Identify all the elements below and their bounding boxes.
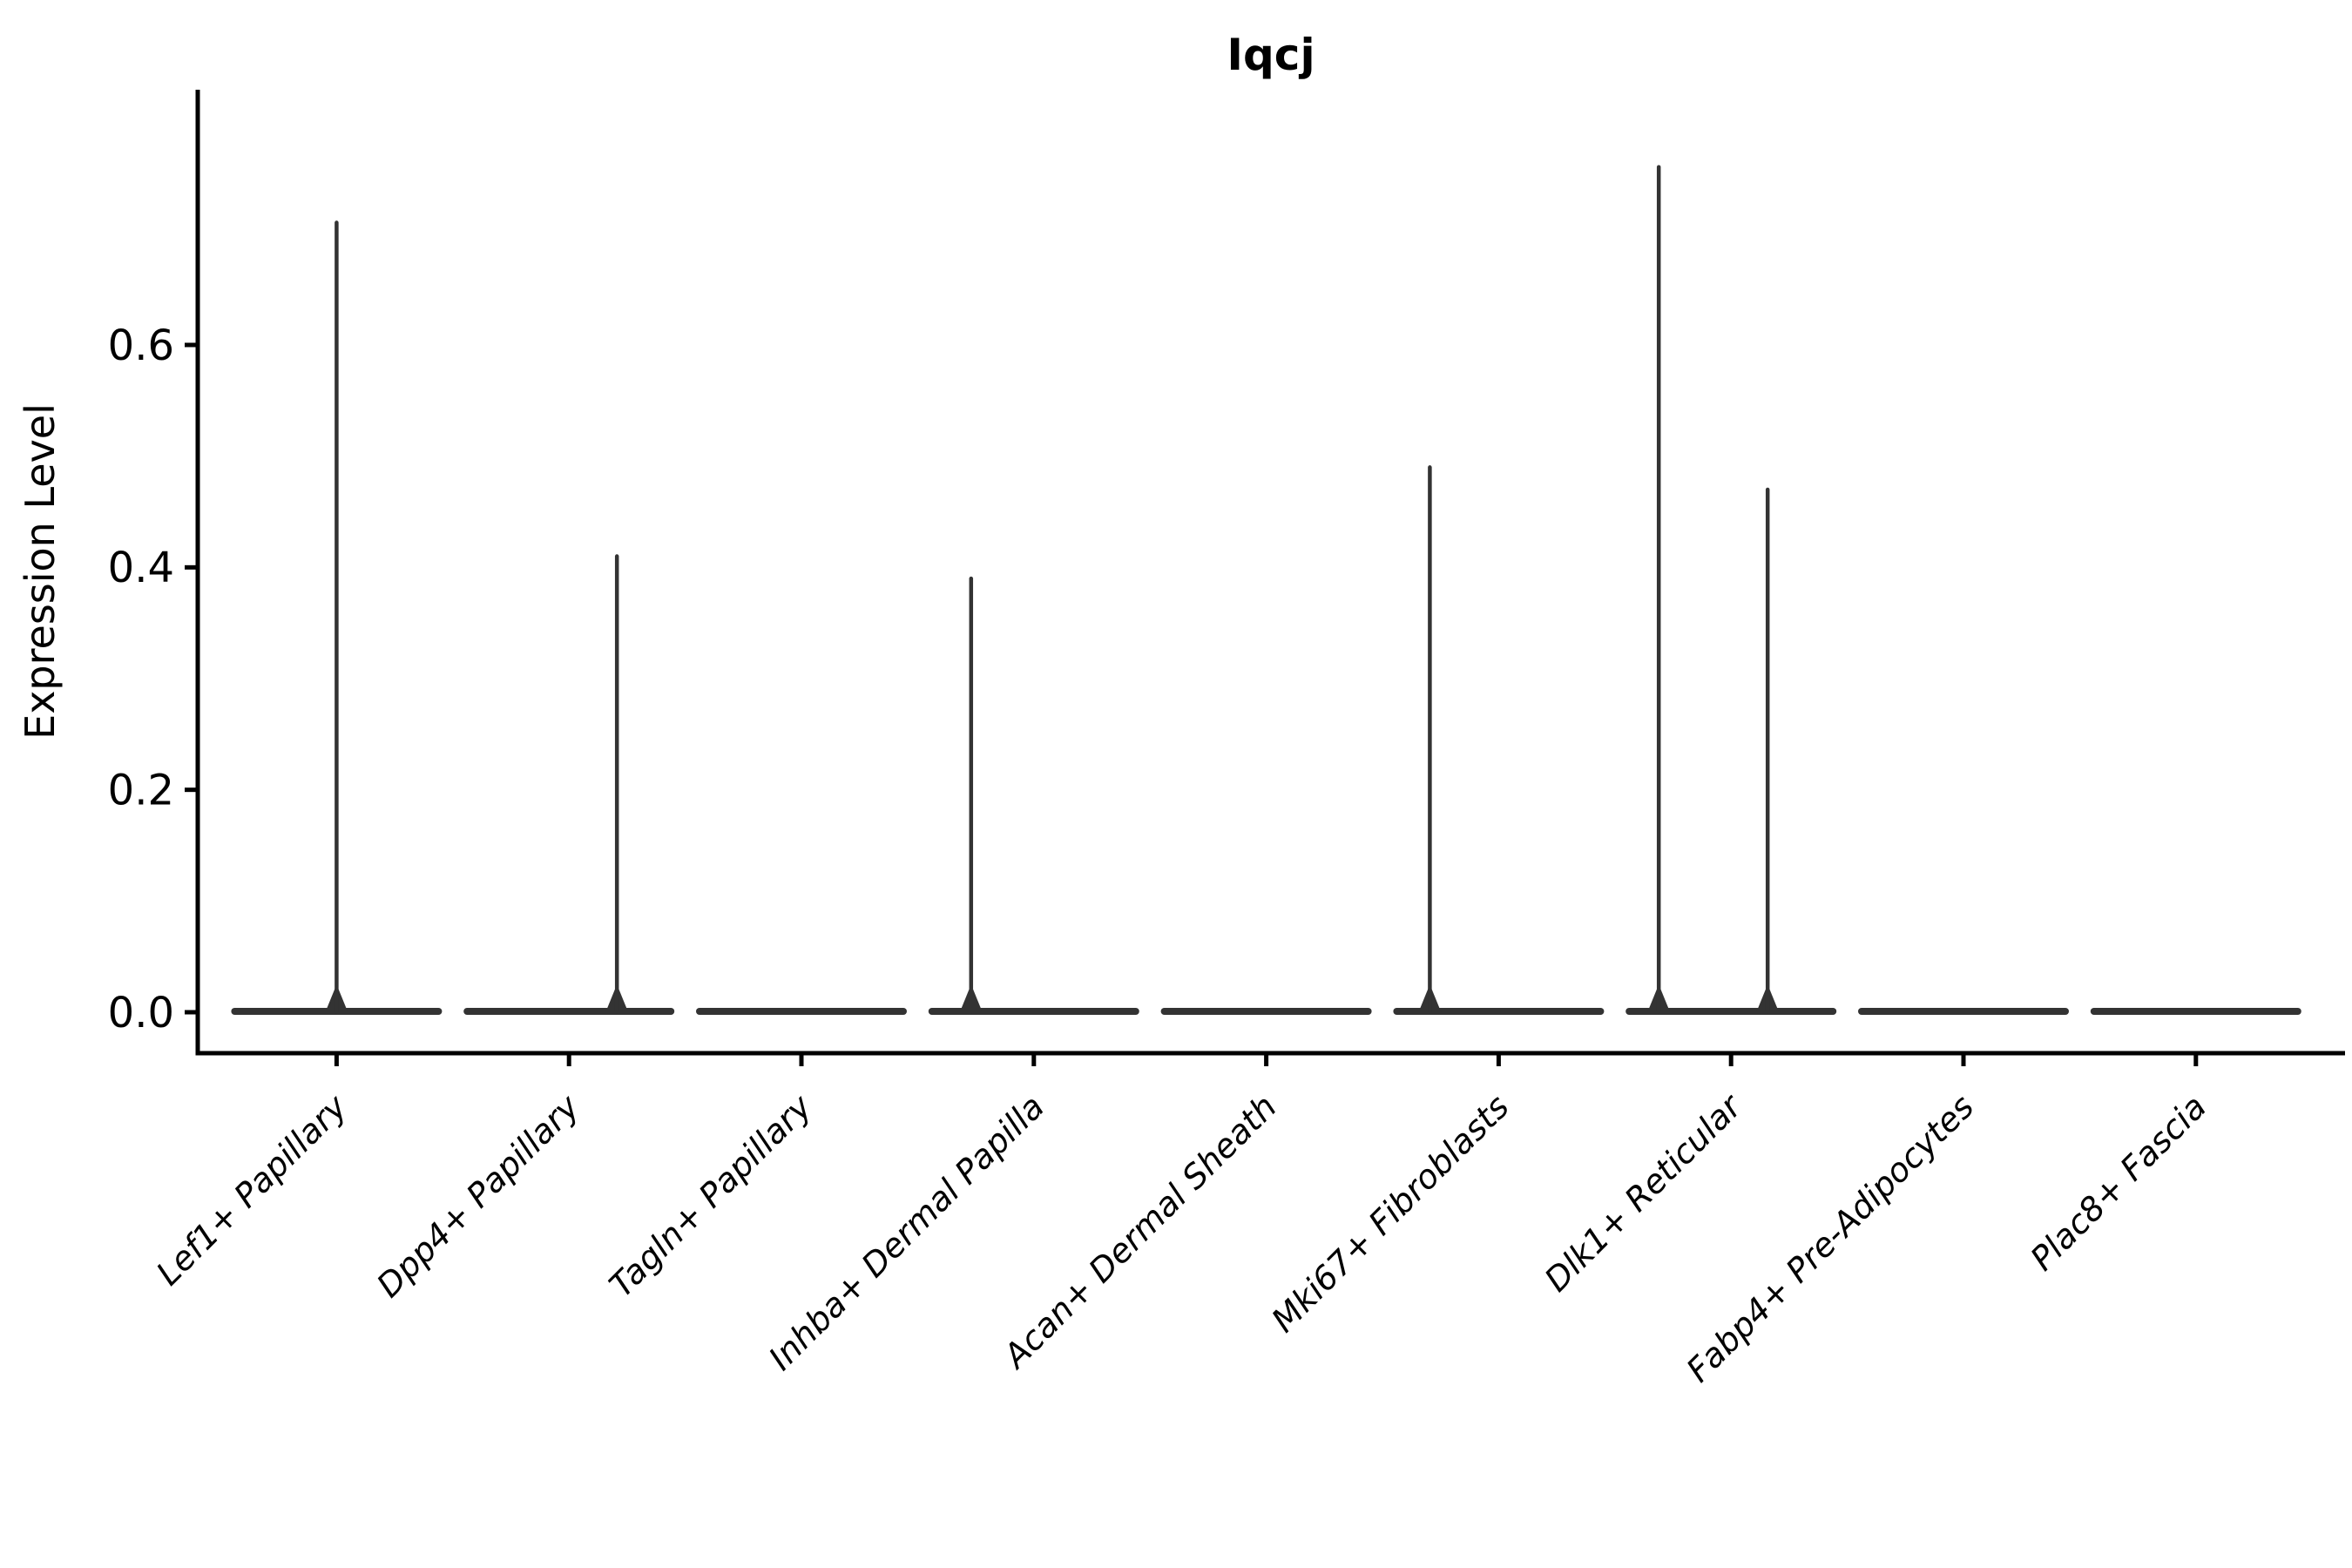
y-axis-ticks: 0.0 0.2 0.4 0.6 bbox=[108, 321, 198, 1037]
x-tick-label: Inhba+ Dermal Papilla bbox=[761, 1087, 1051, 1377]
violin-baseline bbox=[1160, 1008, 1372, 1015]
violin-7 bbox=[1625, 165, 1837, 1015]
violin-6 bbox=[1393, 465, 1605, 1015]
y-tick-label: 0.6 bbox=[108, 321, 174, 370]
violin-baseline bbox=[1393, 1008, 1605, 1015]
violin-4 bbox=[928, 576, 1139, 1015]
violin-2 bbox=[463, 554, 675, 1015]
violin-9 bbox=[2090, 1008, 2301, 1015]
violin-baseline bbox=[2090, 1008, 2301, 1015]
x-tick-label: Mki67+ Fibroblasts bbox=[1264, 1087, 1517, 1340]
chart-title: Iqcj bbox=[1227, 30, 1315, 80]
violin-baseline bbox=[1858, 1008, 2069, 1015]
x-tick-label: Lef1+ Papillary bbox=[149, 1087, 355, 1293]
y-tick-label: 0.2 bbox=[108, 766, 174, 814]
axis-spines bbox=[195, 90, 2345, 1056]
violin-1 bbox=[231, 220, 443, 1015]
violin-baseline bbox=[928, 1008, 1139, 1015]
axes-group bbox=[195, 90, 2345, 1056]
y-tick-label: 0.0 bbox=[108, 989, 174, 1037]
violin-baseline bbox=[1625, 1008, 1837, 1015]
violins-group bbox=[231, 165, 2301, 1015]
x-tick-label: Dpp4+ Papillary bbox=[369, 1087, 587, 1305]
x-tick-label: Acan+ Dermal Sheath bbox=[994, 1087, 1284, 1377]
violin-3 bbox=[696, 1008, 907, 1015]
x-axis-ticks: Lef1+ Papillary Dpp4+ Papillary Tagln+ Pap… bbox=[149, 1053, 2213, 1389]
violin-baseline bbox=[696, 1008, 907, 1015]
x-tick-label: Tagln+ Papillary bbox=[602, 1087, 820, 1305]
violin-5 bbox=[1160, 1008, 1372, 1015]
x-tick-label: Plac8+ Fascia bbox=[2023, 1087, 2213, 1278]
violin-8 bbox=[1858, 1008, 2069, 1015]
violin-baseline bbox=[463, 1008, 675, 1015]
y-axis-label: Expression Level bbox=[17, 403, 64, 740]
y-tick-label: 0.4 bbox=[108, 544, 174, 592]
x-tick-label: Dlk1+ Reticular bbox=[1538, 1086, 1751, 1300]
